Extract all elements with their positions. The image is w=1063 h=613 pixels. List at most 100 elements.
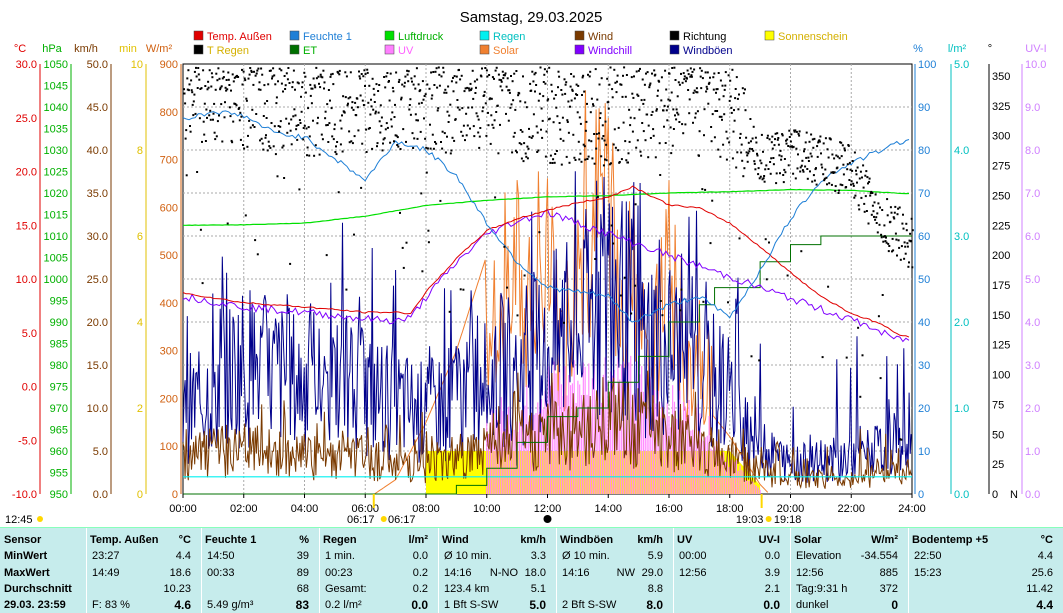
series-richtung-point [854, 194, 857, 197]
stats-min-time: Ø 10 min. [562, 550, 610, 562]
series-richtung-point [468, 89, 471, 92]
series-richtung-point [861, 176, 863, 179]
series-richtung-point [769, 161, 772, 163]
series-richtung-point [824, 168, 827, 171]
series-richtung-point [826, 183, 828, 186]
series-richtung-point [331, 72, 334, 75]
stats-column: UV UV-I 00:00 0.0 12:56 3.9 2.1 0.0 [673, 528, 791, 613]
series-richtung-point [833, 171, 836, 174]
series-richtung-point [690, 75, 693, 78]
series-richtung-point [471, 69, 474, 72]
series-richtung-point [864, 195, 867, 198]
stats-current-value: 4.4 [1036, 598, 1053, 612]
series-richtung-point [720, 115, 723, 118]
series-richtung-point [536, 151, 539, 153]
series-richtung-point [218, 114, 220, 117]
series-richtung-point [334, 151, 337, 153]
legend-swatch [669, 44, 680, 55]
series-richtung-point [654, 73, 657, 76]
series-richtung-point [658, 80, 661, 83]
left-axis-tick: 900 [160, 59, 178, 71]
stats-max-direction: NW [616, 567, 635, 579]
stats-avg-row: 11.42 [908, 581, 1063, 597]
series-richtung-point [768, 241, 770, 244]
series-richtung-point [339, 119, 342, 122]
series-richtung-point [338, 69, 341, 72]
series-richtung-point [531, 70, 534, 73]
stats-current-row: 1 Bft S-SW 5.0 [438, 597, 556, 613]
series-richtung-point [406, 69, 409, 72]
series-richtung-point [701, 77, 704, 80]
series-richtung-point [783, 158, 786, 160]
series-richtung-point [775, 182, 778, 185]
stats-header-row: Wind km/h [438, 532, 556, 548]
right-axis-unit: ° [988, 43, 992, 55]
series-richtung-point [698, 154, 700, 157]
series-richtung-point [391, 86, 394, 89]
right-axis-tick: 0 [992, 489, 998, 501]
stats-max-time: 12:56 [796, 567, 824, 579]
series-richtung-point [539, 66, 542, 69]
series-richtung-point [552, 158, 555, 161]
series-richtung-point [799, 166, 802, 169]
series-richtung-point [721, 84, 724, 87]
legend-label: ET [303, 45, 317, 57]
series-richtung-point [619, 83, 622, 86]
series-richtung-point [838, 189, 840, 192]
series-richtung-point [326, 124, 329, 126]
series-richtung-point [897, 207, 900, 210]
series-richtung-point [580, 160, 583, 163]
series-richtung-point [260, 137, 263, 140]
series-richtung-point [413, 75, 416, 78]
series-richtung-point [531, 135, 534, 138]
series-richtung-point [824, 137, 827, 140]
x-axis-tick: 10:00 [473, 503, 501, 515]
series-richtung-point [422, 98, 425, 101]
stats-column-unit: °C [1040, 534, 1053, 546]
stats-max-value: 25.6 [1031, 567, 1053, 579]
series-richtung-point [728, 99, 731, 102]
stats-current-label: 5.49 g/m³ [207, 599, 254, 611]
series-richtung-point [701, 188, 704, 191]
series-richtung-point [806, 177, 809, 180]
series-richtung-point [494, 69, 497, 72]
left-axis-tick: 500 [160, 250, 178, 262]
series-richtung-point [228, 84, 231, 86]
series-richtung-point [848, 161, 851, 164]
series-richtung-point [282, 90, 284, 93]
series-richtung-point [213, 131, 216, 134]
series-richtung-point [649, 82, 652, 85]
series-richtung-point [288, 82, 291, 84]
left-axis-tick: 35.0 [87, 188, 108, 200]
series-richtung-point [320, 75, 323, 78]
left-axis-tick: 1040 [44, 102, 68, 114]
series-richtung-point [893, 211, 896, 214]
series-richtung-point [372, 87, 375, 90]
series-richtung-point [691, 70, 694, 73]
series-richtung-point [616, 74, 619, 77]
series-richtung-point [890, 211, 893, 214]
left-axis-tick: 950 [50, 489, 68, 501]
series-richtung-point [871, 192, 874, 194]
series-richtung-point [190, 79, 193, 82]
series-richtung-point [230, 89, 232, 92]
series-richtung-point [226, 88, 229, 91]
series-richtung-point [369, 113, 372, 116]
series-richtung-point [683, 75, 686, 78]
legend-label: Richtung [683, 31, 726, 43]
stats-column: Solar W/m² Elevation -34.554 12:56 885 Tag:9:3… [790, 528, 909, 613]
series-richtung-point [671, 144, 674, 147]
series-richtung-point [623, 66, 626, 69]
series-richtung-point [460, 130, 463, 133]
series-richtung-point [770, 141, 773, 144]
series-richtung-point [627, 161, 629, 164]
series-richtung-point [475, 86, 477, 89]
left-axis-tick: 6 [137, 231, 143, 243]
series-richtung-point [401, 83, 404, 86]
series-richtung-point [699, 75, 702, 78]
series-richtung-point [284, 88, 287, 90]
series-richtung-point [555, 150, 558, 152]
series-richtung-point [563, 78, 566, 81]
series-richtung-point [803, 150, 805, 153]
series-richtung-point [859, 395, 862, 398]
